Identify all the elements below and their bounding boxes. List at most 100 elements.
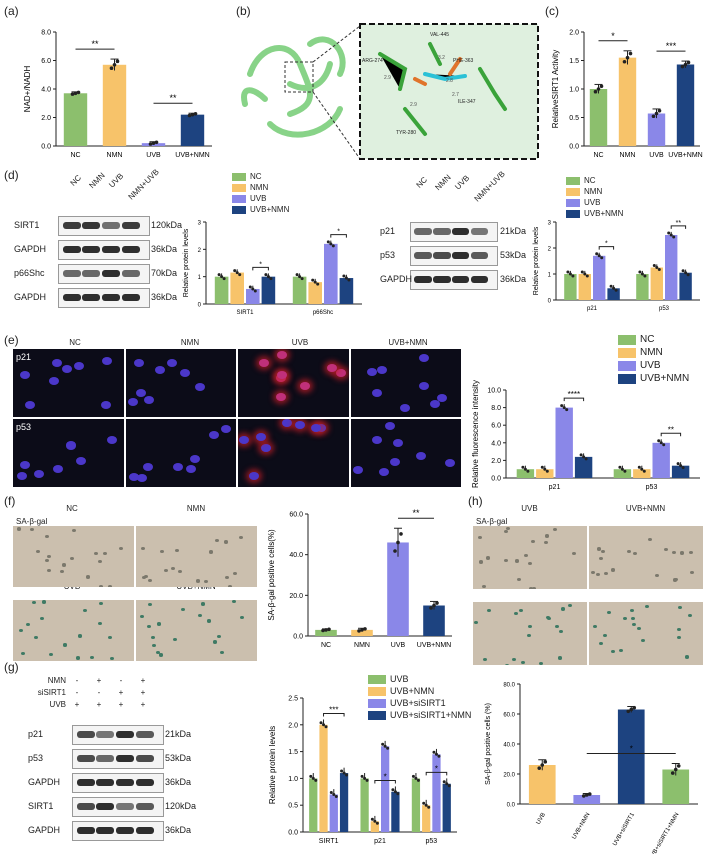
data-point (386, 746, 390, 750)
blot-strip (58, 288, 150, 308)
y-tick-label: 1.5 (569, 58, 579, 65)
data-point (370, 817, 374, 821)
y-axis-label: Relative fluorescence intensity (471, 380, 480, 488)
data-point (545, 469, 549, 473)
cell (676, 636, 681, 640)
cell (232, 571, 237, 575)
band (102, 246, 121, 253)
cell (606, 610, 611, 615)
cell (619, 648, 624, 653)
significance-label: * (605, 241, 608, 248)
cell (185, 464, 196, 473)
band (102, 294, 121, 301)
data-point (625, 55, 630, 60)
data-point (322, 723, 326, 727)
cell (118, 546, 123, 550)
cell (17, 527, 22, 531)
band (116, 731, 135, 738)
data-point (266, 275, 270, 279)
cell (553, 527, 558, 531)
cell (69, 556, 74, 561)
cell (150, 636, 155, 640)
panel-label-b: (b) (236, 4, 251, 18)
lane-label: NMN (87, 170, 107, 191)
band (102, 270, 121, 277)
cell (208, 550, 213, 554)
data-point (626, 709, 631, 714)
y-tick-label: 2.0 (569, 30, 579, 37)
cell (506, 526, 511, 530)
data-point (383, 744, 387, 748)
data-point (238, 273, 242, 277)
band (96, 731, 115, 738)
data-point (360, 774, 364, 778)
legend-label: NMN (250, 183, 269, 192)
cell (47, 554, 52, 558)
bar (422, 805, 431, 832)
condition-row: NMN - + - + (20, 676, 154, 685)
cell (144, 395, 155, 404)
cell (259, 359, 270, 368)
cell (377, 366, 388, 375)
data-point (313, 280, 317, 284)
cell (155, 650, 160, 655)
blot-strip (410, 270, 498, 290)
significance-label: ** (676, 220, 682, 227)
band (116, 803, 135, 810)
data-point (187, 113, 192, 118)
data-point (327, 627, 331, 632)
condition-mark: + (96, 676, 102, 685)
cell (207, 619, 212, 623)
legend-label: NMN (640, 347, 663, 358)
x-tick-label: p53 (425, 838, 437, 845)
y-tick-label: 6.0 (41, 58, 51, 65)
data-point (332, 792, 336, 796)
cell (204, 579, 209, 583)
band (136, 755, 154, 762)
cell (159, 653, 164, 657)
distance-label-0: 3.2 (438, 55, 445, 61)
data-point (676, 764, 681, 768)
band (62, 270, 81, 277)
band (76, 827, 95, 834)
legend-label: UVB+NMN (390, 686, 435, 696)
cell (174, 548, 179, 552)
cell (543, 541, 548, 545)
legend-label: UVB+NMN (640, 373, 690, 384)
band (116, 827, 135, 834)
y-tick-label: 0 (548, 299, 552, 305)
cell (627, 550, 632, 554)
significance-bracket (598, 246, 615, 250)
legend-label: NMN (584, 187, 603, 196)
data-point (587, 792, 592, 796)
cell (419, 382, 430, 391)
cell (418, 353, 429, 362)
cell (34, 469, 45, 478)
cell (239, 436, 250, 445)
significance-label: * (384, 772, 387, 781)
chart-f-sa-gal: 0.0 20.0 40.0 60.0 SA-β-gal positive cells(%… (267, 508, 452, 649)
y-tick-label: 1.0 (569, 87, 579, 94)
y-tick-label: 0.5 (569, 115, 579, 122)
data-point (314, 778, 318, 782)
x-tick-label: NMN (354, 642, 370, 649)
y-tick-label: 6.0 (491, 423, 501, 430)
x-tick-label: p21 (549, 484, 561, 491)
band (452, 228, 470, 235)
data-point (222, 277, 226, 281)
data-point (411, 774, 415, 778)
cell (255, 432, 266, 441)
molecular-weight: 120kDa (165, 801, 197, 811)
cell (473, 620, 478, 624)
cell (99, 584, 104, 587)
protein-ribbon (241, 36, 346, 138)
condition-name: siSIRT1 (37, 688, 66, 697)
chart-nad-ratio: 0.0 2.0 4.0 6.0 8.0 NAD+/NADH NC NMN UVB UVB+NMN *… (23, 30, 212, 159)
cell (102, 551, 107, 556)
y-tick-label: 1.0 (288, 776, 298, 783)
cell (45, 558, 50, 562)
data-point (655, 266, 659, 269)
data-point (599, 84, 604, 89)
data-point (321, 628, 325, 633)
significance-bracket (660, 432, 682, 437)
